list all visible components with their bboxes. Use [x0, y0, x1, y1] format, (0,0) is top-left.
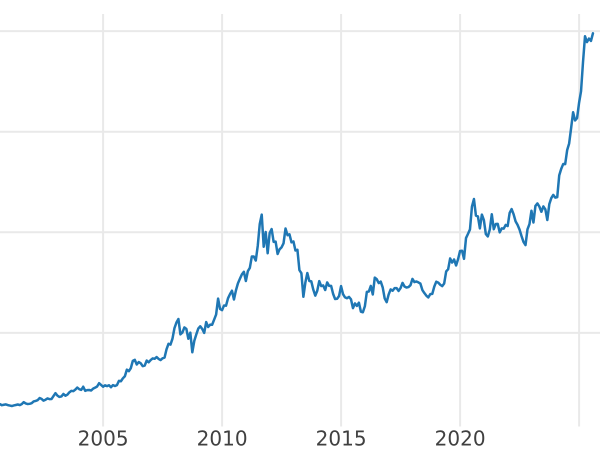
x-tick-label: 2020: [435, 427, 486, 450]
x-tick-label: 2005: [78, 427, 129, 450]
gridlines: [0, 14, 600, 427]
x-axis-tick-labels: 2005 2010 2015 2020: [78, 427, 486, 450]
x-tick-label: 2010: [197, 427, 248, 450]
price-line-series: [0, 32, 595, 408]
x-tick-label: 2015: [316, 427, 367, 450]
